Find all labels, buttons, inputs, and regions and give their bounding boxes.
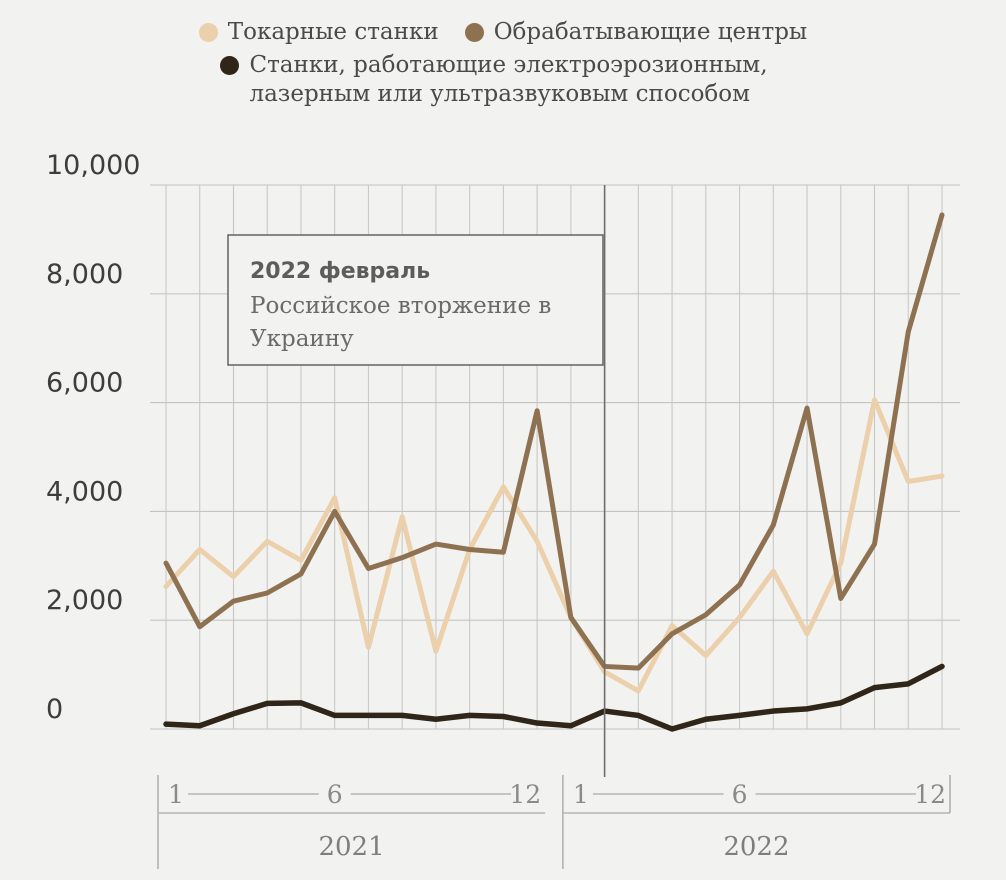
legend-dot-icon	[198, 23, 218, 42]
y-tick-label: 8,000	[46, 259, 123, 290]
annotation-body-line-0: Российское вторжение в	[250, 293, 551, 319]
y-tick-label: 6,000	[46, 368, 123, 399]
legend-row-bottom: Станки, работающие электроэрозионным, ла…	[220, 51, 768, 109]
y-tick-label: 2,000	[46, 585, 123, 616]
chart-plot-area: 0 2,000 4,000 6,000 8,000 10,000 2022 февраль…	[0, 150, 1006, 880]
legend-row-top: Токарные станки Обрабатывающие центры	[198, 18, 808, 47]
chart-legend: Токарные станки Обрабатывающие центры Ст…	[0, 18, 1006, 109]
series-line-1	[163, 212, 945, 671]
y-tick-label: 4,000	[46, 476, 123, 507]
legend-item-2[interactable]: Станки, работающие электроэрозионным, ла…	[220, 51, 768, 109]
y-tick-label: 10,000	[46, 150, 140, 181]
legend-dot-icon	[220, 56, 240, 75]
y-axis-labels: 0 2,000 4,000 6,000 8,000 10,000	[46, 150, 140, 725]
x-axis: 1 6 12 2021 1 6 12 2022	[157, 775, 951, 869]
x-month-label: 1	[573, 780, 589, 809]
series-lines	[163, 212, 945, 732]
series-line-0	[163, 397, 945, 694]
legend-item-1[interactable]: Обрабатывающие центры	[464, 18, 808, 47]
x-month-label: 6	[732, 780, 748, 809]
annotation-body-line-1: Украину	[250, 326, 354, 352]
legend-label-0: Токарные станки	[227, 19, 439, 45]
legend-label-2: Станки, работающие электроэрозионным, ла…	[249, 52, 768, 107]
legend-item-0[interactable]: Токарные станки	[198, 18, 439, 47]
annotation-title: 2022 февраль	[250, 259, 430, 284]
legend-dot-icon	[464, 23, 484, 42]
x-year-label: 2022	[723, 832, 789, 862]
x-month-label: 6	[327, 780, 343, 809]
legend-label-1: Обрабатывающие центры	[493, 19, 808, 45]
y-tick-label: 0	[46, 694, 63, 725]
x-month-label: 12	[509, 780, 541, 809]
line-chart-svg: 0 2,000 4,000 6,000 8,000 10,000 2022 февраль…	[46, 150, 960, 869]
x-year-label: 2021	[318, 832, 384, 862]
x-month-label: 12	[914, 780, 946, 809]
annotation-box: 2022 февраль Российское вторжение в Украин…	[227, 234, 604, 366]
series-line-2	[163, 663, 945, 732]
x-month-label: 1	[168, 780, 184, 809]
